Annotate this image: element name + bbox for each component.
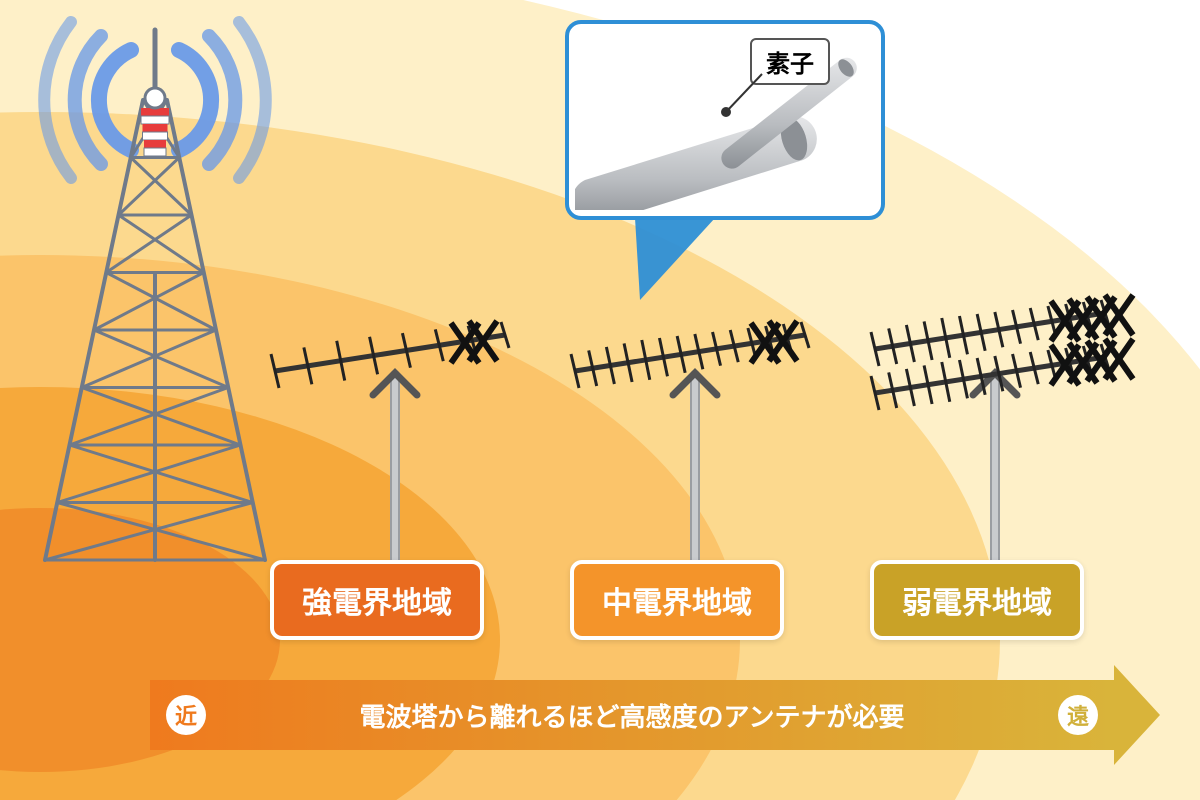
far-badge: 遠 xyxy=(1058,695,1098,735)
arrow-head-icon xyxy=(1114,665,1160,765)
zone-label: 強電界地域 xyxy=(302,587,452,620)
diagram-canvas: 素子 強電界地域 中電界地域 弱電界地域 近 電波塔から離れるほど高感度のアンテ… xyxy=(0,0,1200,800)
near-text: 近 xyxy=(175,699,197,731)
zone-label: 弱電界地域 xyxy=(902,587,1052,620)
zone-badge-strong: 強電界地域 xyxy=(270,560,484,640)
zone-badge-medium: 中電界地域 xyxy=(570,560,784,640)
label-leader-icon xyxy=(716,68,776,128)
zone-badge-weak: 弱電界地域 xyxy=(870,560,1084,640)
arrow-body: 近 電波塔から離れるほど高感度のアンテナが必要 遠 xyxy=(150,680,1114,750)
far-text: 遠 xyxy=(1067,699,1089,731)
arrow-caption: 電波塔から離れるほど高感度のアンテナが必要 xyxy=(360,697,905,734)
near-badge: 近 xyxy=(166,695,206,735)
element-label: 素子 xyxy=(750,38,830,85)
zone-label: 中電界地域 xyxy=(602,587,752,620)
distance-arrow: 近 電波塔から離れるほど高感度のアンテナが必要 遠 xyxy=(150,680,1160,750)
